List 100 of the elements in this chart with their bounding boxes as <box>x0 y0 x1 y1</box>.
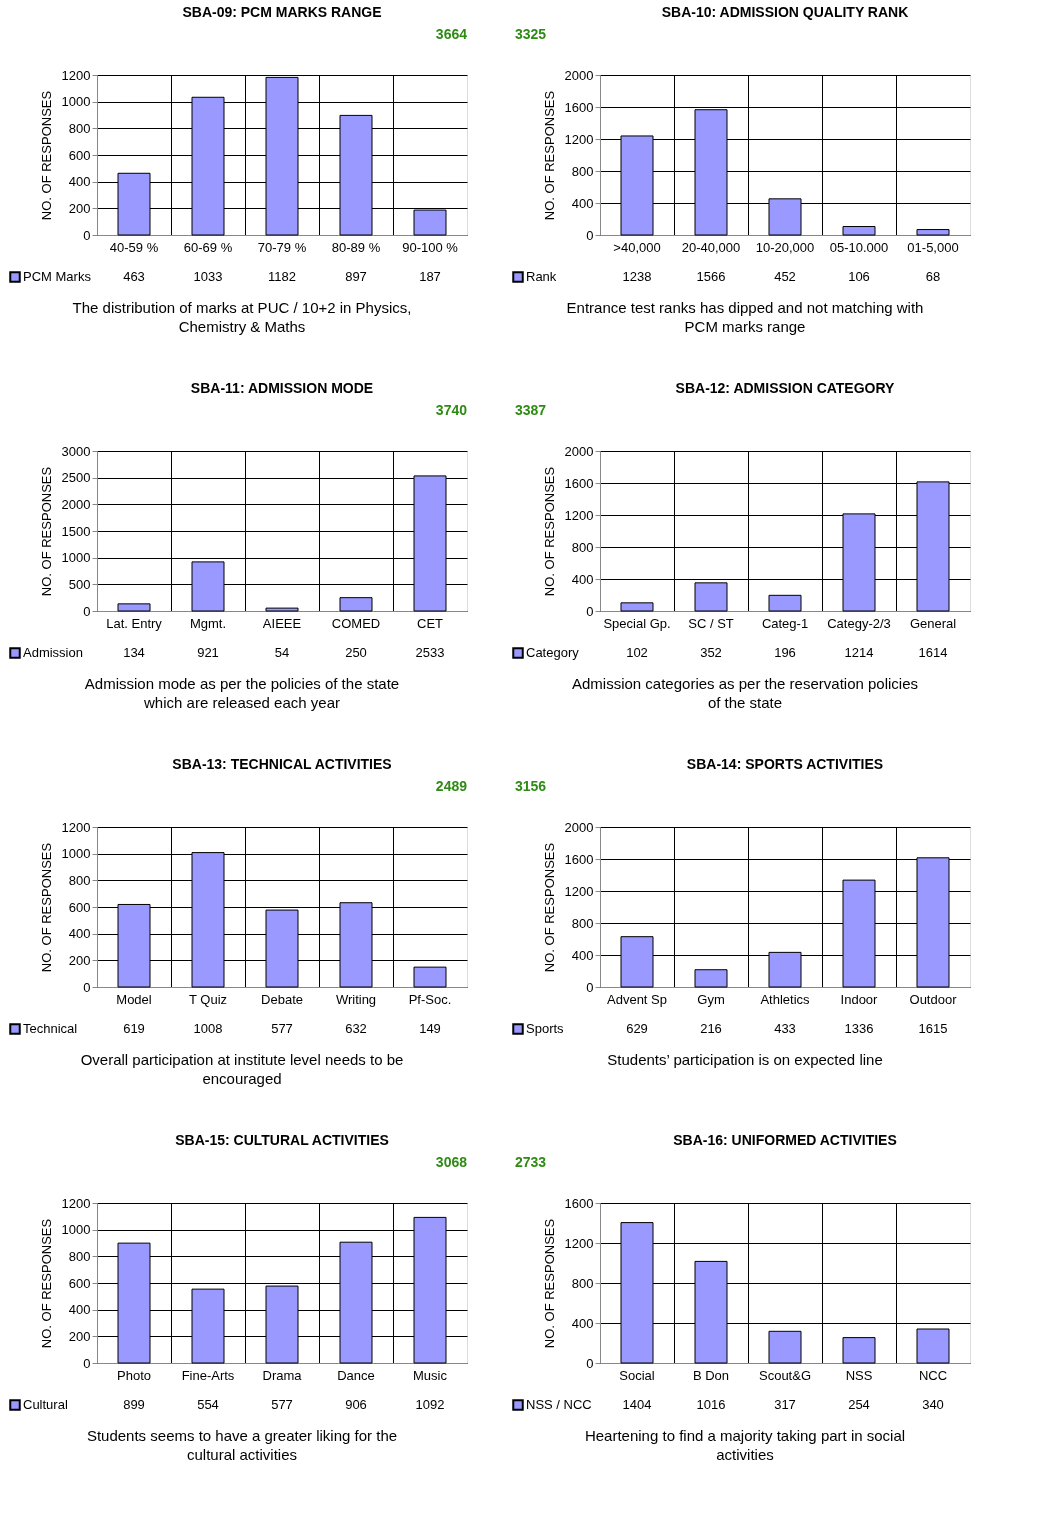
x-tick-label: B Don <box>692 1367 730 1383</box>
data-label: 102 <box>626 645 648 660</box>
y-tick-label: 0 <box>83 227 91 243</box>
y-tick-label: 2000 <box>61 496 91 512</box>
y-tick-label: 200 <box>68 952 91 968</box>
x-tick-label: 40-59 % <box>109 239 159 255</box>
y-tick-label: 0 <box>83 603 91 619</box>
y-tick-label: 0 <box>586 1355 594 1371</box>
y-tick-label: 2000 <box>564 443 594 459</box>
legend-label: PCM Marks <box>23 269 92 284</box>
data-label: 1008 <box>193 1021 223 1036</box>
chart-title: SBA-14: SPORTS ACTIVITIES <box>686 756 884 772</box>
legend-label: Category <box>526 645 580 660</box>
x-tick-label: Athletics <box>760 991 811 1007</box>
x-tick-label: Scout&G <box>758 1367 812 1383</box>
y-tick-label: 1500 <box>61 523 91 539</box>
bar <box>413 966 447 988</box>
x-tick-label: 80-89 % <box>331 239 381 255</box>
y-tick-label: 800 <box>68 120 91 136</box>
y-axis-title: NO. OF RESPONSES <box>38 842 54 973</box>
chart-title: SBA-10: ADMISSION QUALITY RANK <box>661 4 909 20</box>
x-tick-label: CET <box>417 615 444 631</box>
data-label: 463 <box>123 269 145 284</box>
y-tick-label: 400 <box>571 1315 594 1331</box>
y-tick-label: 200 <box>68 200 91 216</box>
data-label: 1033 <box>193 269 223 284</box>
bar <box>916 229 950 236</box>
data-label: 54 <box>274 645 290 660</box>
y-tick-label: 1200 <box>564 131 594 147</box>
data-label: 352 <box>700 645 722 660</box>
y-tick-label: 2000 <box>564 67 594 83</box>
x-tick-label: Advent Sp <box>607 991 667 1007</box>
data-label: 134 <box>123 645 145 660</box>
chart-title: SBA-11: ADMISSION MODE <box>190 380 374 396</box>
legend-label: Technical <box>23 1021 78 1036</box>
y-tick-label: 1200 <box>564 507 594 523</box>
text: The distribution of marks at PUC / 10+2 in Physics, Chemistry & Maths <box>72 299 412 335</box>
legend-label: Rank <box>526 269 557 284</box>
y-tick-label: 1000 <box>61 1222 91 1238</box>
y-tick-label: 1600 <box>564 851 594 867</box>
text: 3664 <box>435 26 468 42</box>
y-tick-label: 1600 <box>564 99 594 115</box>
y-tick-label: 200 <box>68 1328 91 1344</box>
y-tick-label: 1200 <box>61 819 91 835</box>
text: Heartening to find a majority taking part in social activities <box>584 1427 906 1463</box>
y-tick-label: 400 <box>571 195 594 211</box>
text: Students seems to have a greater liking for the cultural activities <box>86 1427 398 1463</box>
x-tick-label: 01-5,000 <box>907 239 959 255</box>
data-label: 577 <box>271 1397 293 1412</box>
text: Overall participation at institute level needs to be encouraged <box>80 1051 404 1087</box>
data-label: 1614 <box>918 645 948 660</box>
data-label: 340 <box>922 1397 944 1412</box>
data-label: 1336 <box>844 1021 874 1036</box>
legend-label: Admission <box>23 645 83 660</box>
x-tick-label: Categ-1 <box>761 615 809 631</box>
x-tick-label: 90-100 % <box>402 239 459 255</box>
text: 3068 <box>435 1154 468 1170</box>
y-tick-label: 400 <box>68 926 91 942</box>
data-label: 619 <box>123 1021 145 1036</box>
y-tick-label: 0 <box>83 979 91 995</box>
x-tick-label: 10-20,000 <box>755 239 815 255</box>
y-tick-label: 800 <box>571 163 594 179</box>
y-tick-label: 0 <box>83 1355 91 1371</box>
x-tick-label: COMED <box>331 615 381 631</box>
x-tick-label: Indoor <box>840 991 879 1007</box>
x-tick-label: NCC <box>918 1367 948 1383</box>
text: 3740 <box>435 402 468 418</box>
y-tick-label: 800 <box>571 539 594 555</box>
bar <box>117 603 151 612</box>
data-label: 254 <box>848 1397 870 1412</box>
x-tick-label: SC / ST <box>688 615 734 631</box>
x-tick-label: 60-69 % <box>183 239 233 255</box>
legend-label: Sports <box>526 1021 565 1036</box>
x-tick-label: Pf-Soc. <box>408 991 452 1007</box>
y-tick-label: 600 <box>68 147 91 163</box>
chart-title: SBA-16: UNIFORMED ACTIVITIES <box>673 1132 897 1148</box>
data-label: 554 <box>197 1397 219 1412</box>
text: 2733 <box>515 1154 547 1170</box>
bar <box>916 1328 950 1364</box>
data-label: 317 <box>774 1397 796 1412</box>
data-label: 433 <box>774 1021 796 1036</box>
y-tick-label: 400 <box>571 947 594 963</box>
y-tick-label: 1200 <box>564 883 594 899</box>
x-tick-label: NSS <box>845 1367 873 1383</box>
bar <box>694 969 728 988</box>
data-label: 906 <box>345 1397 367 1412</box>
y-axis-title: NO. OF RESPONSES <box>38 466 54 597</box>
data-label: 106 <box>848 269 870 284</box>
data-label: 632 <box>345 1021 367 1036</box>
text: 2489 <box>435 778 468 794</box>
bar <box>620 602 654 612</box>
x-tick-label: T Quiz <box>188 991 228 1007</box>
x-tick-label: Debate <box>261 991 303 1007</box>
data-label: 897 <box>345 269 367 284</box>
y-tick-label: 800 <box>571 1275 594 1291</box>
data-label: 2533 <box>415 645 445 660</box>
data-label: 577 <box>271 1021 293 1036</box>
legend-label: Cultural <box>23 1397 68 1412</box>
x-tick-label: 70-79 % <box>257 239 307 255</box>
y-tick-label: 0 <box>586 227 594 243</box>
